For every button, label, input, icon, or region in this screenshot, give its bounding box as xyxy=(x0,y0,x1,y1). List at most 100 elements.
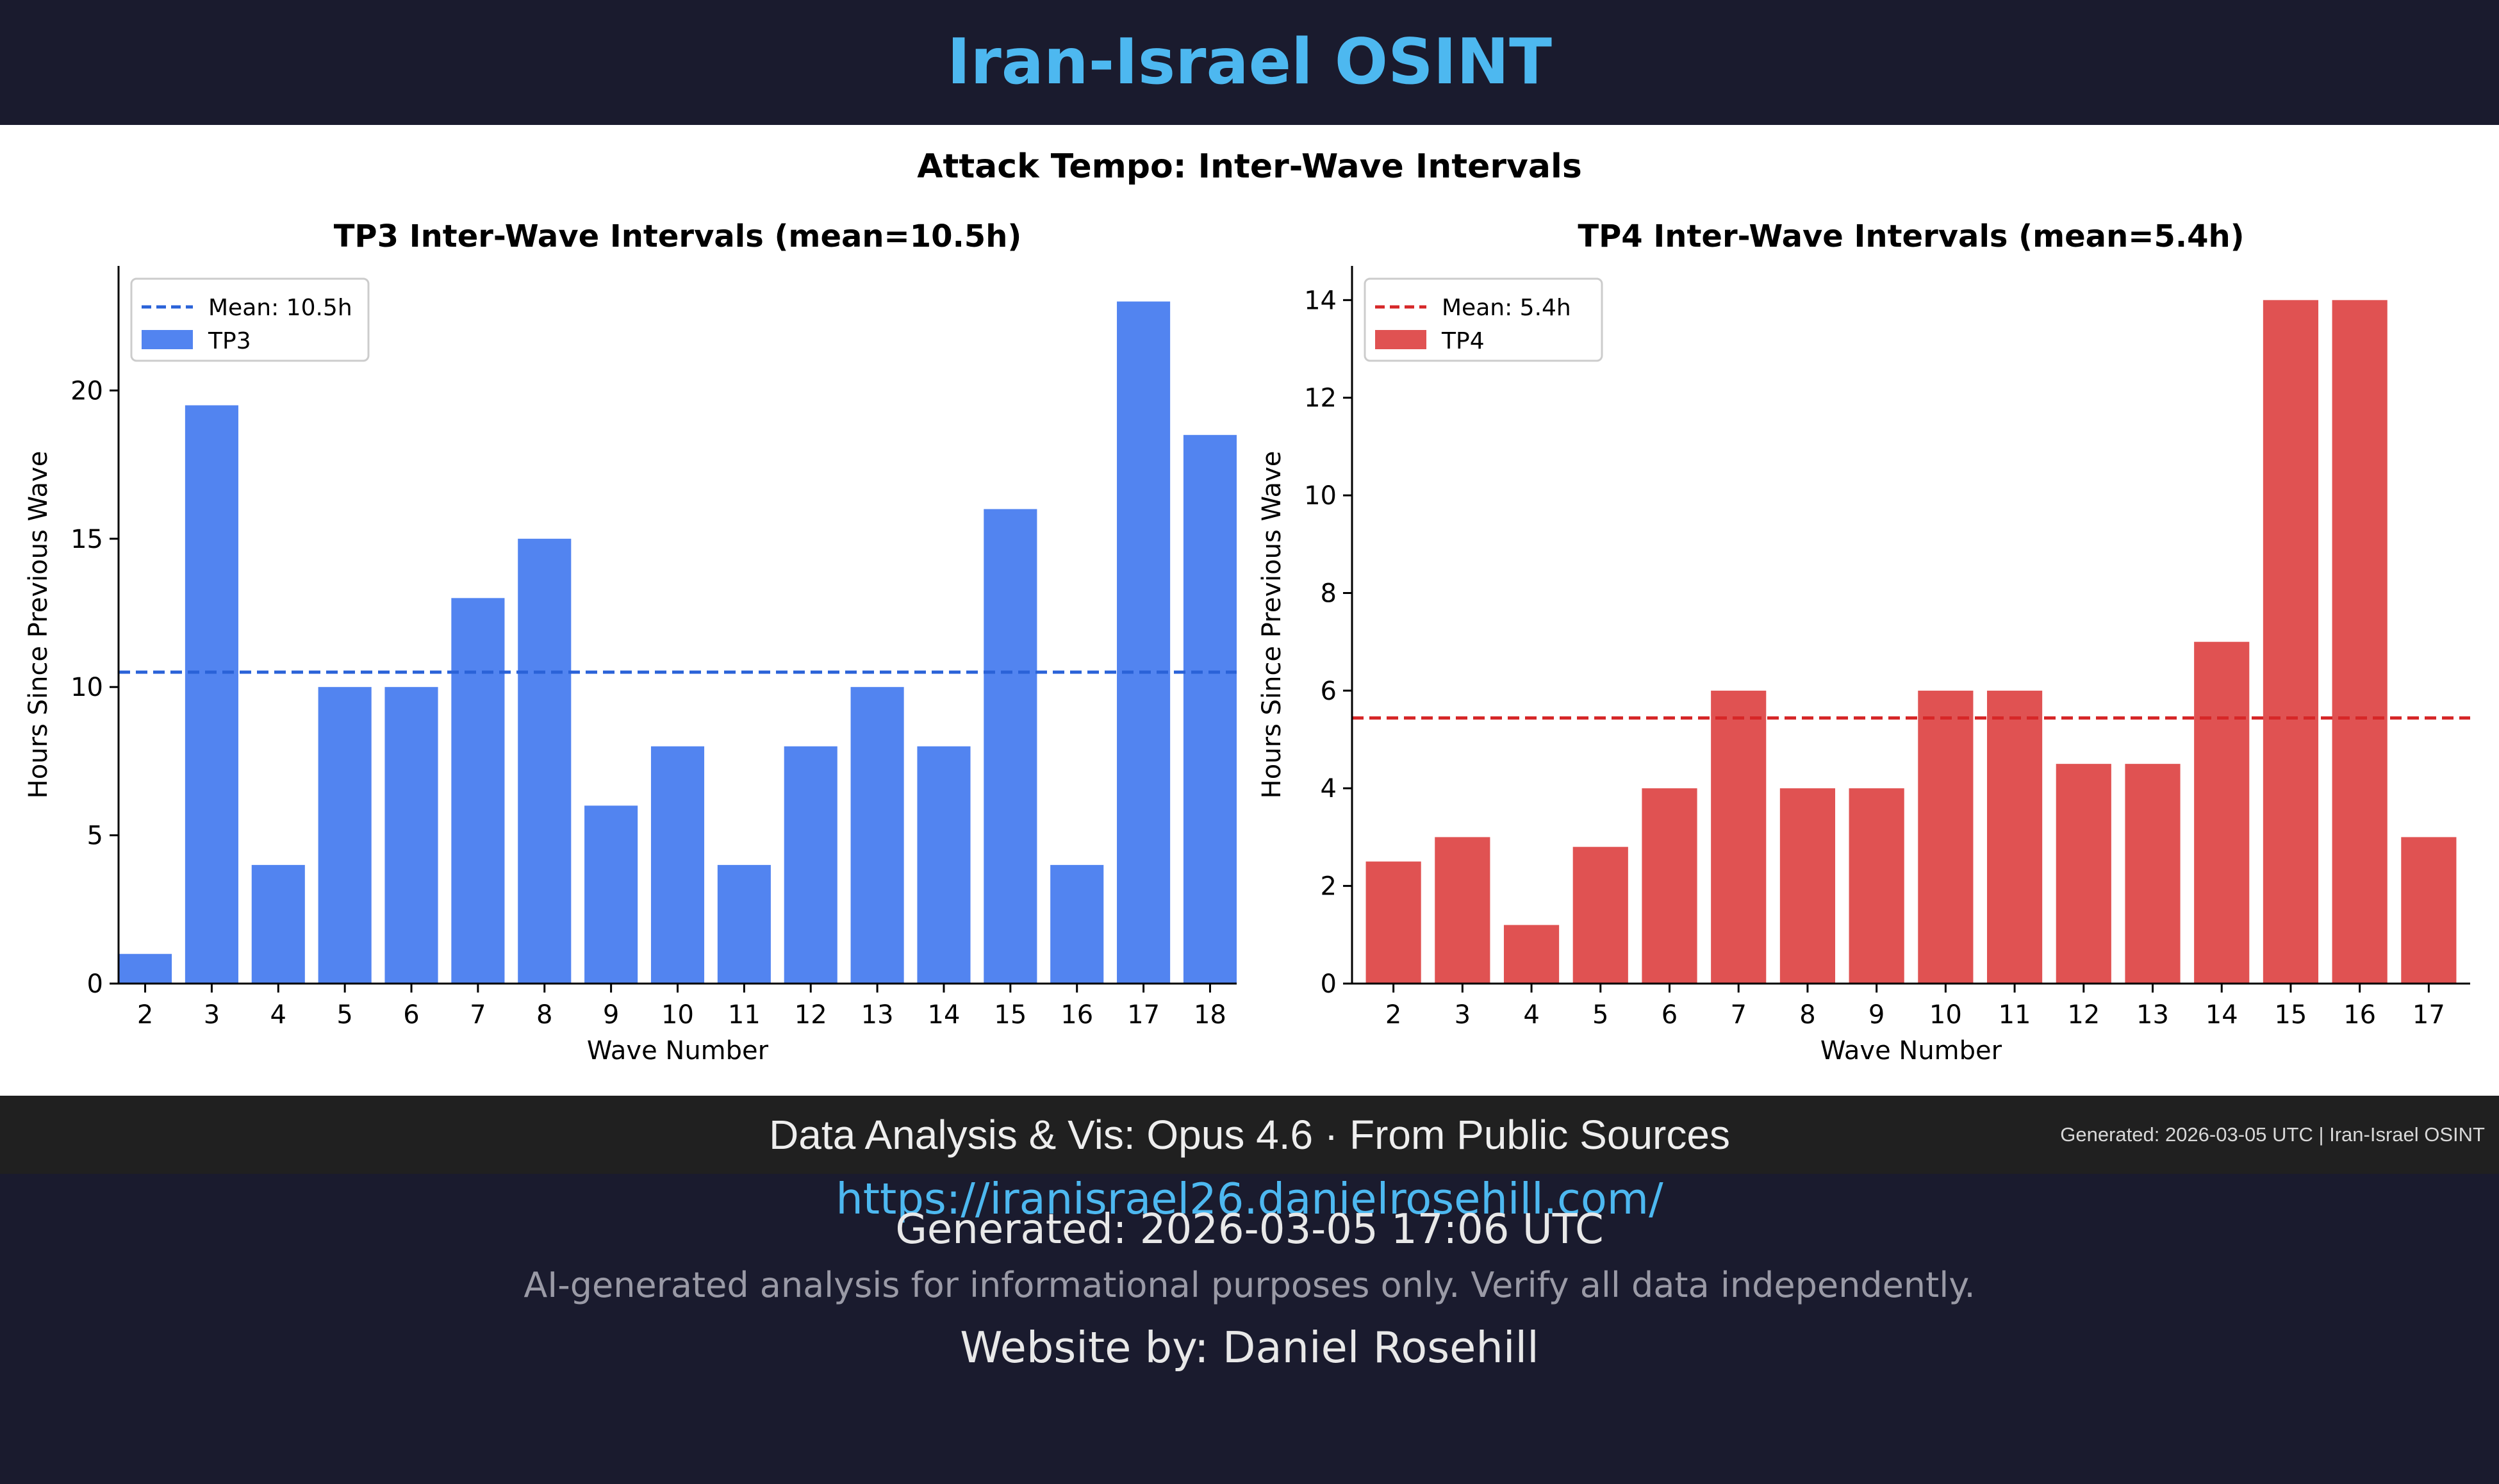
chart-1-xtick-label: 17 xyxy=(2412,1000,2445,1030)
chart-0-ytick-label: 5 xyxy=(87,821,103,851)
chart-1-title: TP4 Inter-Wave Intervals (mean=5.4h) xyxy=(1578,218,2244,254)
chart-1-bar-14 xyxy=(2194,641,2250,984)
chart-1-xtick-label: 2 xyxy=(1385,1000,1401,1030)
chart-1-bar-17 xyxy=(2401,837,2457,984)
chart-1-xtick-label: 13 xyxy=(2136,1000,2169,1030)
chart-1-bar-11 xyxy=(1986,690,2043,984)
chart-1-bar-10 xyxy=(1918,690,1974,984)
chart-1-xtick-label: 3 xyxy=(1455,1000,1471,1030)
chart-0-bar-11 xyxy=(717,864,771,984)
chart-1-bar-4 xyxy=(1503,925,1560,984)
chart-0-bar-12 xyxy=(784,746,837,984)
chart-1-bar-6 xyxy=(1642,788,1697,984)
chart-1-bar-13 xyxy=(2125,764,2181,984)
chart-1-xlabel: Wave Number xyxy=(1820,1036,2002,1066)
chart-0-xtick-label: 5 xyxy=(336,1000,352,1030)
chart-0-bar-7 xyxy=(451,598,505,984)
chart-1-bar-2 xyxy=(1365,861,1421,984)
chart-1-bar-15 xyxy=(2263,300,2319,984)
credit-text: Data Analysis & Vis: Opus 4.6 · From Pub… xyxy=(769,1112,1730,1158)
chart-0-bar-3 xyxy=(185,405,238,984)
chart-1-xtick-label: 12 xyxy=(2067,1000,2100,1030)
chart-0-xtick-label: 17 xyxy=(1127,1000,1160,1030)
chart-1-bar-7 xyxy=(1711,690,1767,984)
footer-disclaimer: AI-generated analysis for informational … xyxy=(524,1265,1975,1305)
chart-1-ytick-label: 4 xyxy=(1321,774,1337,804)
chart-1-xtick-label: 6 xyxy=(1662,1000,1678,1030)
chart-0-title: TP3 Inter-Wave Intervals (mean=10.5h) xyxy=(334,218,1022,254)
chart-0-ytick-label: 15 xyxy=(70,525,103,554)
chart-1-bar-12 xyxy=(2056,764,2111,984)
chart-1-ytick-label: 8 xyxy=(1321,579,1337,608)
header: Iran-Israel OSINT xyxy=(0,0,2499,125)
chart-panel: Attack Tempo: Inter-Wave Intervals TP3 I… xyxy=(0,125,2499,1096)
chart-1-xtick-label: 11 xyxy=(1999,1000,2031,1030)
chart-0-bar-17 xyxy=(1117,301,1171,984)
credit-bar: Data Analysis & Vis: Opus 4.6 · From Pub… xyxy=(0,1096,2499,1174)
chart-0-bar-9 xyxy=(584,805,638,984)
chart-0-legend-series-label: TP3 xyxy=(208,328,251,354)
chart-0-xtick-label: 16 xyxy=(1060,1000,1093,1030)
chart-1-xtick-label: 9 xyxy=(1868,1000,1885,1030)
chart-1-xtick-label: 5 xyxy=(1592,1000,1608,1030)
chart-1-bar-16 xyxy=(2332,300,2388,984)
chart-figure: Attack Tempo: Inter-Wave Intervals TP3 I… xyxy=(24,147,2470,1066)
chart-0-bar-10 xyxy=(650,746,705,984)
chart-0-xtick-label: 9 xyxy=(603,1000,619,1030)
chart-0-bar-8 xyxy=(518,538,572,984)
chart-1-ytick-label: 10 xyxy=(1304,481,1337,511)
chart-0-bar-13 xyxy=(850,687,904,984)
chart-1-ytick-label: 0 xyxy=(1321,969,1337,999)
chart-0-bar-14 xyxy=(917,746,971,984)
chart-0-xtick-label: 2 xyxy=(137,1000,153,1030)
chart-1-xtick-label: 4 xyxy=(1523,1000,1539,1030)
chart-0-xtick-label: 8 xyxy=(536,1000,552,1030)
chart-0-ytick-label: 0 xyxy=(87,969,103,999)
chart-0-bar-18 xyxy=(1183,434,1237,984)
chart-1-xtick-label: 14 xyxy=(2206,1000,2238,1030)
chart-1-ytick-label: 6 xyxy=(1321,677,1337,706)
footer: Generated: 2026-03-05 17:06 UTC AI-gener… xyxy=(0,1174,2499,1484)
chart-1-bar-3 xyxy=(1435,837,1490,984)
chart-0-bar-15 xyxy=(984,509,1037,984)
chart-1-legend-mean-label: Mean: 5.4h xyxy=(1442,295,1571,321)
chart-1-legend-series-label: TP4 xyxy=(1441,328,1485,354)
chart-0-xtick-label: 18 xyxy=(1194,1000,1226,1030)
chart-1-xtick-label: 10 xyxy=(1929,1000,1962,1030)
chart-0-bar-6 xyxy=(384,687,438,984)
chart-1-bar-8 xyxy=(1779,788,1836,984)
chart-1-legend-series-swatch xyxy=(1375,330,1426,349)
chart-0-xtick-label: 4 xyxy=(270,1000,286,1030)
chart-0-xtick-label: 15 xyxy=(994,1000,1027,1030)
figure-suptitle: Attack Tempo: Inter-Wave Intervals xyxy=(917,147,1582,186)
chart-1-ytick-label: 2 xyxy=(1321,872,1337,902)
site-title: Iran-Israel OSINT xyxy=(946,26,1552,99)
chart-1-ytick-label: 12 xyxy=(1304,384,1337,413)
chart-0-ytick-label: 20 xyxy=(70,376,103,406)
chart-0-bar-16 xyxy=(1050,864,1104,984)
generated-stamp: Generated: 2026-03-05 UTC | Iran-Israel … xyxy=(2060,1123,2485,1146)
chart-0-xtick-label: 13 xyxy=(861,1000,894,1030)
chart-0-legend-series-swatch xyxy=(142,330,193,349)
chart-0-xtick-label: 11 xyxy=(728,1000,761,1030)
chart-1-bar-9 xyxy=(1849,788,1904,984)
chart-0-xlabel: Wave Number xyxy=(587,1036,769,1066)
chart-1-xtick-label: 15 xyxy=(2274,1000,2307,1030)
chart-0-ytick-label: 10 xyxy=(70,673,103,702)
chart-1-bar-5 xyxy=(1572,846,1628,984)
chart-0-xtick-label: 7 xyxy=(470,1000,486,1030)
chart-0-xtick-label: 12 xyxy=(795,1000,827,1030)
chart-0-bar-2 xyxy=(119,953,172,984)
footer-website-credit: Website by: Daniel Rosehill xyxy=(960,1323,1539,1373)
chart-1-xtick-label: 7 xyxy=(1730,1000,1746,1030)
chart-1-ylabel: Hours Since Previous Wave xyxy=(1257,451,1287,799)
website-link[interactable]: https://iranisrael26.danielrosehill.com/ xyxy=(836,1174,1663,1224)
chart-0-bar-4 xyxy=(251,864,305,984)
chart-0-xtick-label: 14 xyxy=(928,1000,961,1030)
footer-generated: Generated: 2026-03-05 17:06 UTC xyxy=(895,1206,1604,1253)
chart-0-bar-5 xyxy=(318,687,372,984)
chart-0-xtick-label: 3 xyxy=(204,1000,220,1030)
chart-0-ylabel: Hours Since Previous Wave xyxy=(24,451,53,799)
chart-1-ytick-label: 14 xyxy=(1304,286,1337,315)
chart-1-xtick-label: 8 xyxy=(1799,1000,1815,1030)
